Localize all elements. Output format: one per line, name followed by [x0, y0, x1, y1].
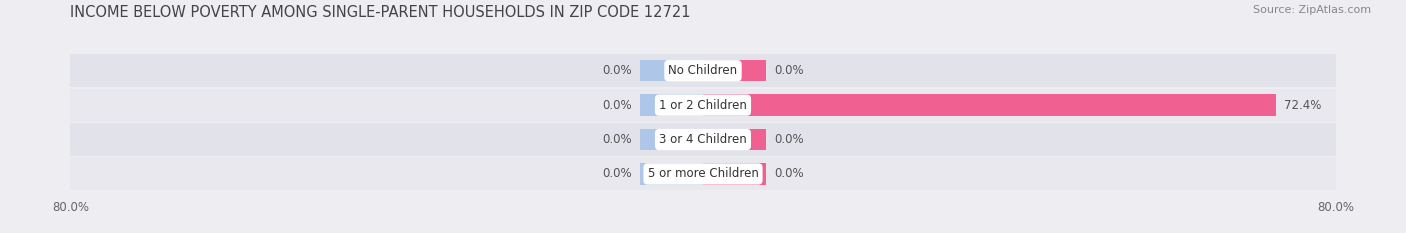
Bar — [70, 123, 1336, 156]
Text: INCOME BELOW POVERTY AMONG SINGLE-PARENT HOUSEHOLDS IN ZIP CODE 12721: INCOME BELOW POVERTY AMONG SINGLE-PARENT… — [70, 5, 690, 20]
Text: 0.0%: 0.0% — [602, 64, 631, 77]
Text: 72.4%: 72.4% — [1284, 99, 1320, 112]
Text: 0.0%: 0.0% — [775, 168, 804, 180]
Bar — [703, 60, 766, 81]
Text: 5 or more Children: 5 or more Children — [648, 168, 758, 180]
Bar — [640, 60, 703, 81]
Bar — [640, 94, 703, 116]
Bar — [70, 158, 1336, 191]
Bar — [640, 163, 703, 185]
Text: 0.0%: 0.0% — [775, 133, 804, 146]
Text: 1 or 2 Children: 1 or 2 Children — [659, 99, 747, 112]
Text: No Children: No Children — [668, 64, 738, 77]
Text: Source: ZipAtlas.com: Source: ZipAtlas.com — [1253, 5, 1371, 15]
Text: 3 or 4 Children: 3 or 4 Children — [659, 133, 747, 146]
Text: 0.0%: 0.0% — [602, 133, 631, 146]
Bar — [703, 129, 766, 150]
Bar — [640, 129, 703, 150]
Text: 0.0%: 0.0% — [775, 64, 804, 77]
Bar — [70, 89, 1336, 122]
Text: 0.0%: 0.0% — [602, 168, 631, 180]
Bar — [703, 94, 1275, 116]
Text: 0.0%: 0.0% — [602, 99, 631, 112]
Bar — [703, 163, 766, 185]
Bar — [70, 54, 1336, 87]
